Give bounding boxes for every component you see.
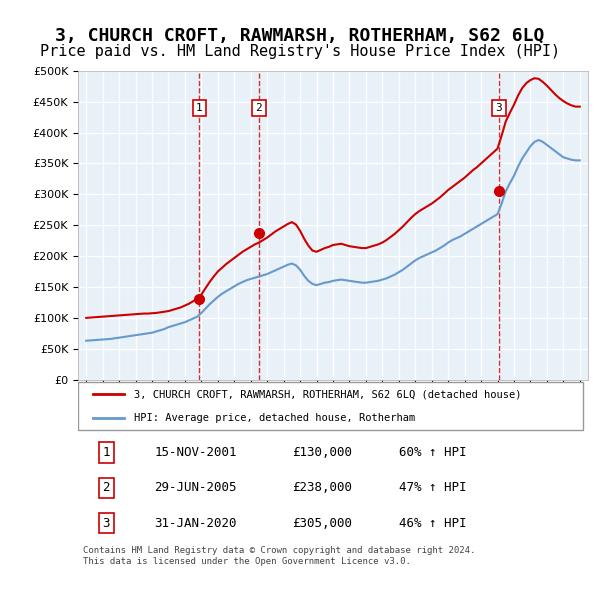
Text: 15-NOV-2001: 15-NOV-2001 [155,446,237,459]
FancyBboxPatch shape [78,382,583,431]
Text: Price paid vs. HM Land Registry's House Price Index (HPI): Price paid vs. HM Land Registry's House … [40,44,560,59]
Text: £238,000: £238,000 [292,481,352,494]
Text: 3, CHURCH CROFT, RAWMARSH, ROTHERHAM, S62 6LQ (detached house): 3, CHURCH CROFT, RAWMARSH, ROTHERHAM, S6… [134,389,521,399]
Text: 1: 1 [102,446,110,459]
Text: 3: 3 [496,103,502,113]
Text: 1: 1 [196,103,203,113]
Text: HPI: Average price, detached house, Rotherham: HPI: Average price, detached house, Roth… [134,413,415,423]
Text: 3: 3 [102,517,110,530]
Text: £130,000: £130,000 [292,446,352,459]
Text: 46% ↑ HPI: 46% ↑ HPI [400,517,467,530]
Text: 47% ↑ HPI: 47% ↑ HPI [400,481,467,494]
Text: 3, CHURCH CROFT, RAWMARSH, ROTHERHAM, S62 6LQ: 3, CHURCH CROFT, RAWMARSH, ROTHERHAM, S6… [55,27,545,45]
Text: 2: 2 [102,481,110,494]
Text: Contains HM Land Registry data © Crown copyright and database right 2024.
This d: Contains HM Land Registry data © Crown c… [83,546,475,566]
Text: 60% ↑ HPI: 60% ↑ HPI [400,446,467,459]
Text: 31-JAN-2020: 31-JAN-2020 [155,517,237,530]
Text: 29-JUN-2005: 29-JUN-2005 [155,481,237,494]
Text: 2: 2 [256,103,262,113]
Text: £305,000: £305,000 [292,517,352,530]
